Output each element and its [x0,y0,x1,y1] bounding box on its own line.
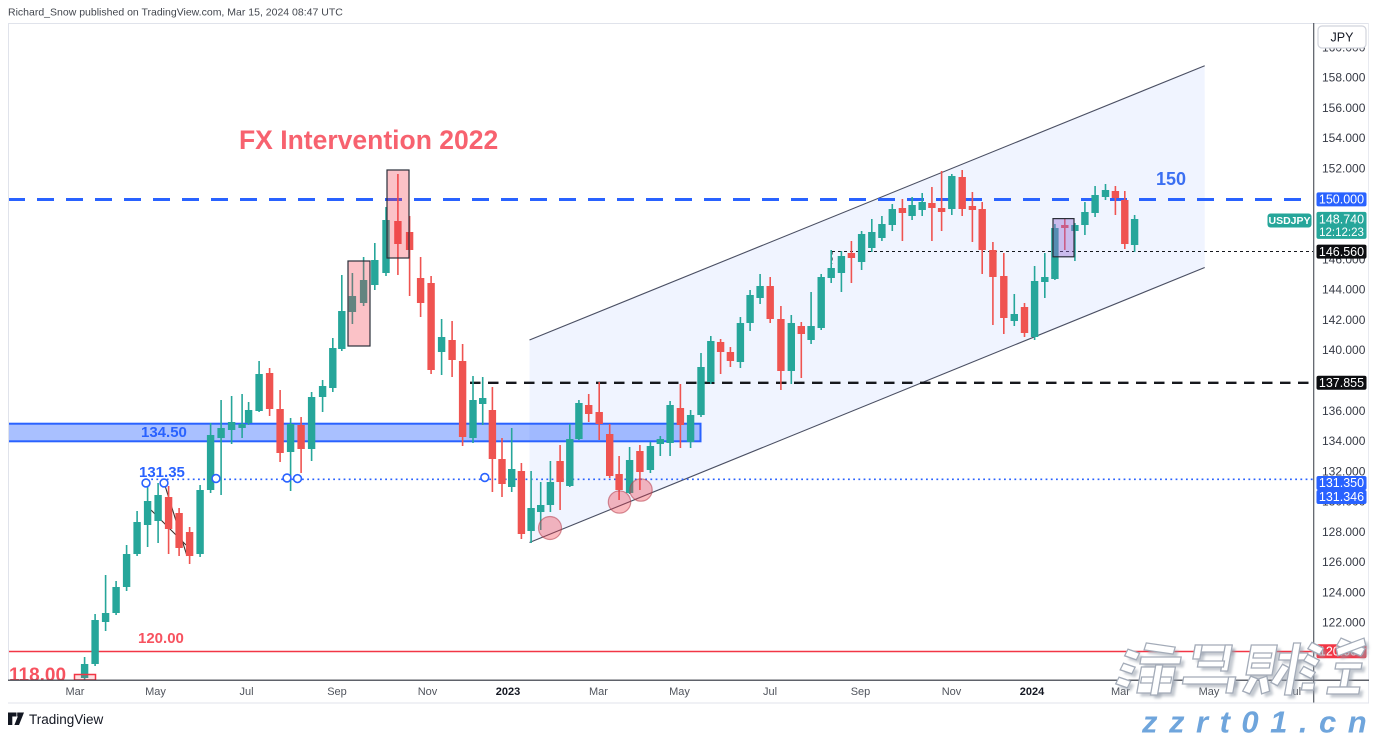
svg-text:May: May [145,686,166,698]
svg-text:158.000: 158.000 [1322,71,1366,85]
svg-text:Mar: Mar [589,686,608,698]
svg-text:152.000: 152.000 [1322,162,1366,176]
svg-text:134.50: 134.50 [141,424,187,441]
svg-text:144.000: 144.000 [1322,283,1366,297]
svg-text:Jul: Jul [239,686,253,698]
svg-text:136.000: 136.000 [1322,404,1366,418]
svg-text:Sep: Sep [327,686,347,698]
svg-text:142.000: 142.000 [1322,313,1366,327]
svg-text:Richard_Snow published on Trad: Richard_Snow published on TradingView.co… [8,7,343,19]
svg-text:Mar: Mar [66,686,85,698]
svg-text:JPY: JPY [1331,31,1355,45]
svg-text:156.000: 156.000 [1322,101,1366,115]
svg-text:Sep: Sep [851,686,871,698]
svg-text:118.00: 118.00 [9,665,66,686]
svg-text:USDJPY: USDJPY [1268,215,1310,227]
svg-text:124.000: 124.000 [1322,585,1366,599]
svg-text:FX Intervention 2022: FX Intervention 2022 [239,125,498,155]
svg-text:146.560: 146.560 [1319,245,1364,259]
svg-text:12:12:23: 12:12:23 [1319,227,1364,239]
svg-text:126.000: 126.000 [1322,555,1366,569]
svg-text:150.000: 150.000 [1319,193,1364,207]
svg-text:134.000: 134.000 [1322,434,1366,448]
svg-text:zzrt01.cn: zzrt01.cn [1141,705,1377,734]
svg-text:May: May [669,686,690,698]
svg-text:TradingView: TradingView [29,712,104,727]
svg-text:154.000: 154.000 [1322,131,1366,145]
svg-text:2024: 2024 [1020,686,1045,698]
svg-text:131.350: 131.350 [1319,476,1364,490]
svg-text:140.000: 140.000 [1322,343,1366,357]
svg-text:Nov: Nov [418,686,438,698]
svg-text:120.00: 120.00 [138,630,184,647]
svg-text:132.000: 132.000 [1322,464,1366,478]
svg-text:150: 150 [1156,169,1186,189]
svg-text:131.346: 131.346 [1319,490,1364,504]
svg-text:128.000: 128.000 [1322,525,1366,539]
svg-text:131.35: 131.35 [139,464,185,481]
svg-text:2023: 2023 [496,686,520,698]
svg-text:Nov: Nov [942,686,962,698]
svg-text:137.855: 137.855 [1319,376,1364,390]
svg-text:148.740: 148.740 [1319,212,1364,226]
svg-text:122.000: 122.000 [1322,616,1366,630]
svg-text:May: May [1199,686,1220,698]
svg-text:Jul: Jul [763,686,777,698]
